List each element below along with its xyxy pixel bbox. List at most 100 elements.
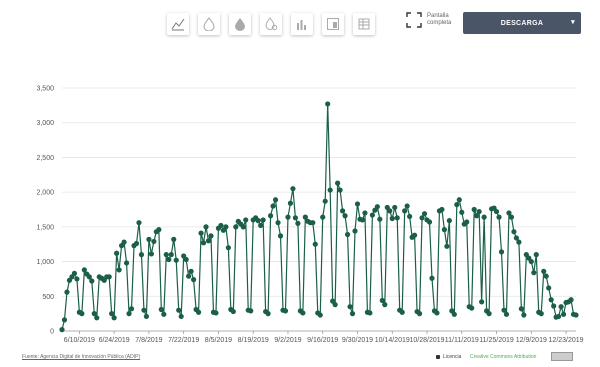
data-point[interactable]: [389, 215, 395, 222]
data-point[interactable]: [128, 306, 135, 312]
data-point[interactable]: [267, 213, 274, 219]
data-point[interactable]: [538, 311, 544, 317]
data-point[interactable]: [183, 256, 189, 263]
data-point[interactable]: [464, 219, 470, 225]
data-point[interactable]: [317, 312, 323, 318]
data-point[interactable]: [81, 267, 87, 273]
data-point[interactable]: [342, 213, 348, 219]
data-point[interactable]: [551, 303, 557, 309]
data-point[interactable]: [151, 238, 157, 245]
download-button[interactable]: DESCARGA ▾: [463, 12, 581, 34]
data-point[interactable]: [531, 270, 537, 276]
data-point[interactable]: [168, 252, 174, 258]
data-point[interactable]: [337, 187, 343, 193]
data-point[interactable]: [91, 311, 97, 317]
data-point[interactable]: [208, 233, 214, 239]
data-point[interactable]: [166, 256, 172, 263]
data-point[interactable]: [178, 313, 184, 320]
data-point[interactable]: [474, 213, 480, 219]
data-point[interactable]: [419, 215, 425, 221]
data-point[interactable]: [198, 230, 204, 236]
data-point[interactable]: [295, 220, 301, 226]
data-point[interactable]: [86, 274, 92, 280]
data-point[interactable]: [516, 239, 522, 245]
data-point[interactable]: [126, 311, 132, 317]
data-point[interactable]: [546, 285, 552, 291]
data-point[interactable]: [501, 307, 507, 313]
data-point[interactable]: [568, 297, 574, 303]
data-point[interactable]: [188, 268, 194, 274]
data-point[interactable]: [133, 240, 140, 247]
data-point[interactable]: [225, 245, 231, 251]
data-point[interactable]: [223, 224, 229, 230]
data-point[interactable]: [106, 274, 112, 280]
data-point[interactable]: [230, 308, 236, 315]
data-point[interactable]: [454, 202, 460, 208]
data-point[interactable]: [260, 217, 266, 223]
data-point[interactable]: [136, 220, 142, 226]
data-point[interactable]: [441, 227, 447, 233]
data-point[interactable]: [379, 297, 385, 304]
data-point[interactable]: [508, 214, 515, 220]
fullscreen-button[interactable]: Pantalla completa: [406, 12, 461, 28]
data-point[interactable]: [354, 201, 361, 207]
data-point[interactable]: [310, 220, 316, 226]
data-point[interactable]: [479, 299, 485, 305]
data-point[interactable]: [203, 224, 209, 230]
source-link[interactable]: Fuente: Agencia Digital de Innovación Pú…: [22, 354, 141, 360]
data-point[interactable]: [138, 252, 145, 258]
data-point[interactable]: [335, 180, 341, 186]
data-point[interactable]: [399, 309, 405, 315]
data-point[interactable]: [493, 208, 500, 215]
data-point[interactable]: [486, 311, 492, 317]
data-point[interactable]: [158, 306, 164, 313]
data-point[interactable]: [59, 327, 65, 333]
table-button[interactable]: [353, 13, 375, 35]
data-point[interactable]: [148, 251, 154, 257]
data-point[interactable]: [339, 208, 346, 214]
data-point[interactable]: [382, 302, 388, 308]
data-point[interactable]: [79, 311, 85, 317]
data-point[interactable]: [521, 312, 527, 318]
data-point[interactable]: [255, 218, 261, 224]
data-point[interactable]: [146, 236, 152, 242]
data-point[interactable]: [359, 217, 366, 223]
data-point[interactable]: [272, 197, 279, 203]
data-point[interactable]: [476, 208, 482, 215]
data-point[interactable]: [171, 236, 177, 242]
data-point[interactable]: [404, 203, 410, 209]
data-point[interactable]: [143, 313, 150, 320]
data-point[interactable]: [109, 311, 115, 317]
data-point[interactable]: [439, 206, 445, 213]
data-point[interactable]: [332, 302, 338, 308]
data-point[interactable]: [205, 238, 212, 244]
data-point[interactable]: [282, 308, 289, 314]
data-point[interactable]: [402, 208, 408, 214]
data-point[interactable]: [352, 228, 358, 234]
drop-gear-button[interactable]: [260, 13, 282, 35]
data-point[interactable]: [446, 218, 452, 224]
data-point[interactable]: [163, 252, 169, 258]
license-link[interactable]: Creative Commons Attribution: [470, 354, 537, 360]
data-point[interactable]: [471, 206, 477, 213]
data-point[interactable]: [543, 273, 549, 279]
data-point[interactable]: [548, 297, 554, 303]
line-chart-button[interactable]: [167, 13, 189, 35]
panel-chart-button[interactable]: [322, 13, 344, 35]
data-point[interactable]: [513, 235, 520, 241]
data-point[interactable]: [240, 224, 246, 230]
data-point[interactable]: [312, 241, 318, 247]
data-point[interactable]: [387, 208, 393, 214]
bar-chart-button[interactable]: [291, 13, 313, 35]
data-point[interactable]: [141, 307, 147, 313]
data-point[interactable]: [377, 216, 383, 222]
data-point[interactable]: [94, 315, 100, 321]
data-point[interactable]: [362, 210, 368, 216]
data-point[interactable]: [292, 215, 299, 221]
data-point[interactable]: [61, 317, 68, 323]
data-point[interactable]: [394, 215, 400, 221]
data-point[interactable]: [344, 231, 351, 238]
data-point[interactable]: [349, 311, 356, 317]
data-point[interactable]: [233, 224, 239, 230]
data-point[interactable]: [89, 278, 95, 284]
